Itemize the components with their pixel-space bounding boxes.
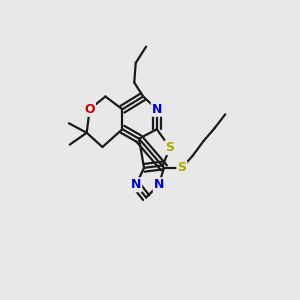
Text: O: O xyxy=(84,103,95,116)
Text: N: N xyxy=(131,178,141,191)
Text: S: S xyxy=(165,141,174,154)
Text: N: N xyxy=(152,103,162,116)
Text: N: N xyxy=(154,178,164,191)
Text: S: S xyxy=(177,161,186,174)
